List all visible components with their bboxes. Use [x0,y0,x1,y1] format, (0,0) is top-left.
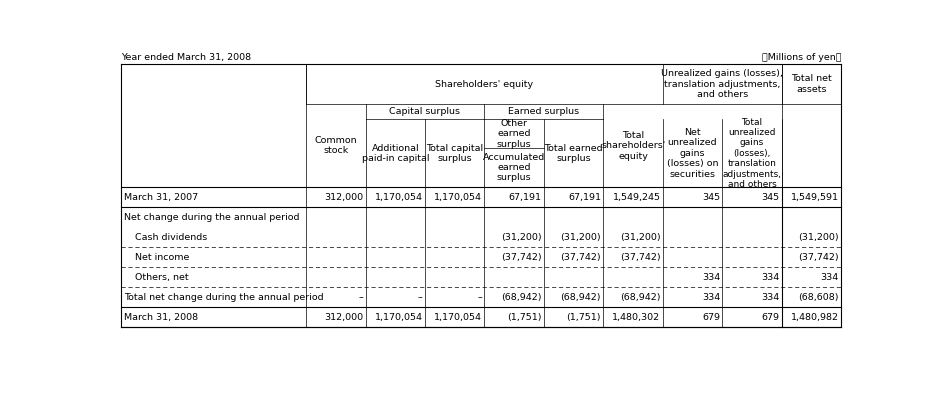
Text: 345: 345 [762,193,779,202]
Text: 334: 334 [762,293,779,302]
Text: (1,751): (1,751) [566,313,601,322]
Text: Earned surplus: Earned surplus [508,107,579,116]
Text: (37,742): (37,742) [501,253,542,262]
Text: 67,191: 67,191 [568,193,601,202]
Text: 1,480,302: 1,480,302 [612,313,660,322]
Text: 334: 334 [821,273,839,282]
Text: Total earned
surplus: Total earned surplus [545,144,603,163]
Text: 1,170,054: 1,170,054 [375,193,423,202]
Text: 345: 345 [701,193,720,202]
Text: –: – [477,293,482,302]
Text: 1,549,245: 1,549,245 [612,193,660,202]
Text: Capital surplus: Capital surplus [390,107,460,116]
Text: Year ended March 31, 2008: Year ended March 31, 2008 [121,53,252,62]
Text: Additional
paid-in capital: Additional paid-in capital [362,144,429,163]
Text: 1,170,054: 1,170,054 [434,193,482,202]
Text: Total net
assets: Total net assets [791,74,832,94]
Text: (37,742): (37,742) [561,253,601,262]
Text: 334: 334 [701,293,720,302]
Text: –: – [359,293,363,302]
Text: 1,480,982: 1,480,982 [791,313,839,322]
Text: Total capital
surplus: Total capital surplus [426,144,484,163]
Text: Cash dividends: Cash dividends [135,233,208,242]
Text: –: – [418,293,423,302]
Text: 1,170,054: 1,170,054 [434,313,482,322]
Text: 334: 334 [762,273,779,282]
Text: （Millions of yen）: （Millions of yen） [762,53,841,62]
Text: Net income: Net income [135,253,190,262]
Text: Net
unrealized
gains
(losses) on
securities: Net unrealized gains (losses) on securit… [667,128,718,178]
Text: (31,200): (31,200) [620,233,660,242]
Text: (68,942): (68,942) [620,293,660,302]
Text: (37,742): (37,742) [798,253,839,262]
Text: (68,942): (68,942) [561,293,601,302]
Text: (1,751): (1,751) [507,313,542,322]
Text: 1,549,591: 1,549,591 [791,193,839,202]
Text: (68,608): (68,608) [798,293,839,302]
Text: Common
stock: Common stock [315,136,357,155]
Text: Net change during the annual period: Net change during the annual period [124,213,300,222]
Text: 312,000: 312,000 [324,193,363,202]
Text: Total
unrealized
gains
(losses),
translation
adjustments,
and others: Total unrealized gains (losses), transla… [722,117,781,189]
Text: 334: 334 [701,273,720,282]
Text: March 31, 2007: March 31, 2007 [124,193,198,202]
Text: 679: 679 [762,313,779,322]
Text: Accumulated
earned
surplus: Accumulated earned surplus [483,153,546,183]
Text: Others, net: Others, net [135,273,189,282]
Text: Unrealized gains (losses),
translation adjustments,
and others: Unrealized gains (losses), translation a… [661,69,783,99]
Text: (37,742): (37,742) [620,253,660,262]
Text: 679: 679 [702,313,720,322]
Text: (31,200): (31,200) [798,233,839,242]
Text: March 31, 2008: March 31, 2008 [124,313,198,322]
Text: (31,200): (31,200) [561,233,601,242]
Text: Other
earned
surplus: Other earned surplus [497,119,531,148]
Text: (31,200): (31,200) [501,233,542,242]
Text: 1,170,054: 1,170,054 [375,313,423,322]
Text: 67,191: 67,191 [509,193,542,202]
Text: 312,000: 312,000 [324,313,363,322]
Text: Total net change during the annual period: Total net change during the annual perio… [124,293,324,302]
Text: (68,942): (68,942) [501,293,542,302]
Text: Shareholders' equity: Shareholders' equity [436,79,533,89]
Text: Total
shareholders'
equity: Total shareholders' equity [601,131,665,161]
